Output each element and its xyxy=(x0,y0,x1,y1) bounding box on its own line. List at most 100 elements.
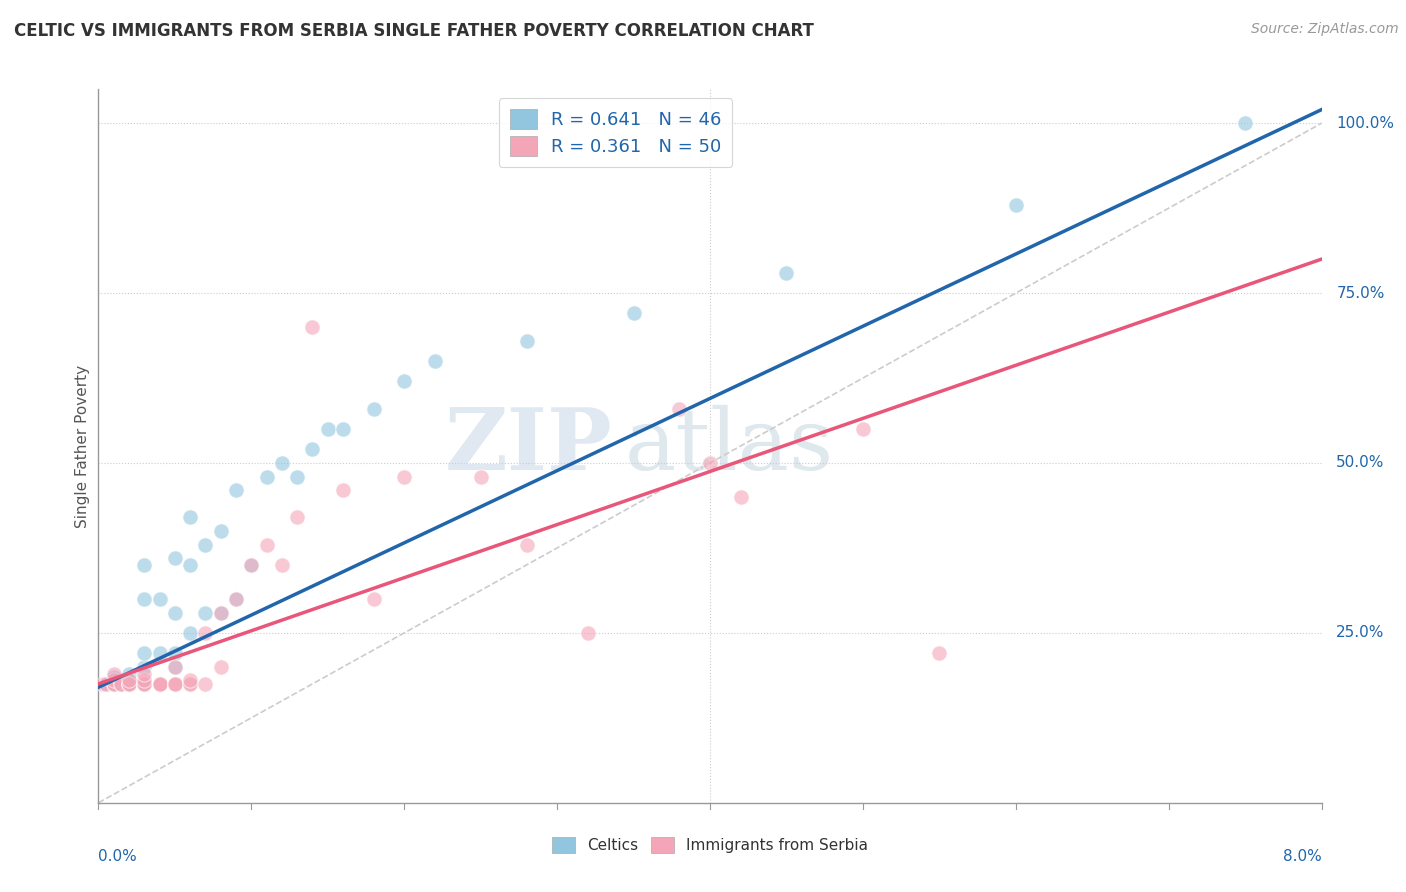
Legend: Celtics, Immigrants from Serbia: Celtics, Immigrants from Serbia xyxy=(546,830,875,859)
Text: ZIP: ZIP xyxy=(444,404,612,488)
Point xyxy=(423,354,446,368)
Point xyxy=(91,677,114,691)
Point xyxy=(134,677,156,691)
Point xyxy=(149,677,172,691)
Point xyxy=(332,483,354,498)
Point xyxy=(134,677,156,691)
Point xyxy=(134,677,156,691)
Point xyxy=(149,677,172,691)
Point xyxy=(103,673,125,688)
Point xyxy=(103,673,125,688)
Point xyxy=(163,677,186,691)
Text: 100.0%: 100.0% xyxy=(1336,116,1395,131)
Point xyxy=(103,677,125,691)
Point xyxy=(392,375,416,389)
Point xyxy=(118,673,141,688)
Point xyxy=(194,537,217,551)
Point xyxy=(225,483,247,498)
Point xyxy=(134,591,156,606)
Point xyxy=(110,677,132,691)
Point xyxy=(163,551,186,566)
Point xyxy=(103,666,125,681)
Point xyxy=(118,677,141,691)
Point xyxy=(225,591,247,606)
Point xyxy=(194,606,217,620)
Point xyxy=(852,422,875,436)
Point xyxy=(94,677,117,691)
Point xyxy=(118,677,141,691)
Point xyxy=(285,469,308,483)
Point xyxy=(110,677,132,691)
Point xyxy=(576,626,599,640)
Point xyxy=(363,591,385,606)
Point xyxy=(285,510,308,524)
Point xyxy=(668,401,690,416)
Point xyxy=(118,677,141,691)
Point xyxy=(118,673,141,688)
Point xyxy=(179,677,201,691)
Text: 0.0%: 0.0% xyxy=(98,849,138,864)
Point xyxy=(1234,116,1257,130)
Point xyxy=(270,558,294,572)
Point xyxy=(301,442,323,457)
Point xyxy=(179,673,201,688)
Point xyxy=(363,401,385,416)
Point xyxy=(118,677,141,691)
Point xyxy=(928,646,950,660)
Point xyxy=(163,646,186,660)
Point xyxy=(179,626,201,640)
Point xyxy=(209,606,232,620)
Text: CELTIC VS IMMIGRANTS FROM SERBIA SINGLE FATHER POVERTY CORRELATION CHART: CELTIC VS IMMIGRANTS FROM SERBIA SINGLE … xyxy=(14,22,814,40)
Point xyxy=(179,558,201,572)
Point xyxy=(392,469,416,483)
Point xyxy=(209,660,232,674)
Point xyxy=(1004,198,1026,212)
Point xyxy=(179,510,201,524)
Point xyxy=(134,660,156,674)
Point xyxy=(118,666,141,681)
Text: 8.0%: 8.0% xyxy=(1282,849,1322,864)
Text: atlas: atlas xyxy=(624,404,834,488)
Point xyxy=(134,558,156,572)
Point xyxy=(149,646,172,660)
Text: 50.0%: 50.0% xyxy=(1336,456,1385,470)
Point xyxy=(775,266,797,280)
Y-axis label: Single Father Poverty: Single Father Poverty xyxy=(75,365,90,527)
Point xyxy=(240,558,263,572)
Point xyxy=(103,677,125,691)
Point xyxy=(118,673,141,688)
Point xyxy=(699,456,721,470)
Point xyxy=(179,677,201,691)
Point xyxy=(149,677,172,691)
Point xyxy=(103,677,125,691)
Point xyxy=(209,524,232,538)
Text: 25.0%: 25.0% xyxy=(1336,625,1385,640)
Point xyxy=(103,677,125,691)
Point xyxy=(149,677,172,691)
Point xyxy=(301,320,323,334)
Point xyxy=(470,469,492,483)
Point xyxy=(240,558,263,572)
Point xyxy=(118,677,141,691)
Point xyxy=(225,591,247,606)
Point xyxy=(194,626,217,640)
Point xyxy=(163,677,186,691)
Point xyxy=(163,606,186,620)
Point xyxy=(163,677,186,691)
Point xyxy=(149,591,172,606)
Point xyxy=(516,334,538,348)
Point xyxy=(134,677,156,691)
Point xyxy=(256,537,278,551)
Point xyxy=(134,666,156,681)
Point xyxy=(163,660,186,674)
Point xyxy=(194,677,217,691)
Point xyxy=(332,422,354,436)
Point xyxy=(623,306,645,320)
Point xyxy=(516,537,538,551)
Point xyxy=(134,673,156,688)
Point xyxy=(110,677,132,691)
Text: Source: ZipAtlas.com: Source: ZipAtlas.com xyxy=(1251,22,1399,37)
Point xyxy=(134,646,156,660)
Point xyxy=(730,490,752,504)
Point xyxy=(163,660,186,674)
